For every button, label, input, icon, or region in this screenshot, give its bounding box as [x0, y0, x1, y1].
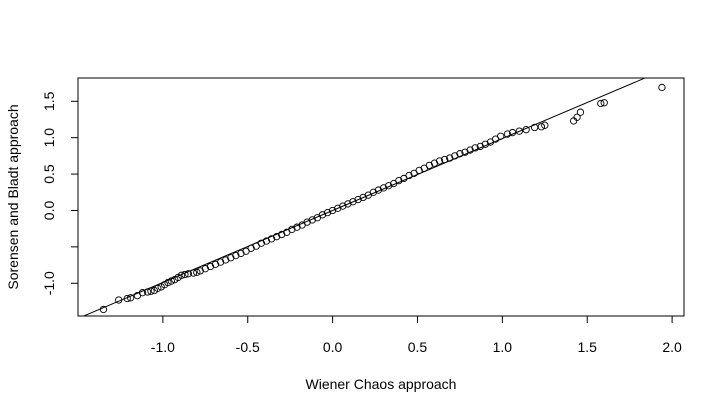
data-point-53: [359, 193, 367, 202]
data-point-50: [344, 200, 352, 208]
data-point-29: [237, 249, 245, 258]
data-point-83: [515, 127, 523, 135]
data-point-20: [193, 268, 201, 276]
x-tick-label-6: 2.0: [662, 339, 682, 355]
x-axis-label: Wiener Chaos approach: [306, 376, 457, 392]
data-point-66: [425, 161, 434, 169]
data-point-52: [354, 195, 362, 204]
y-axis-label: Sorensen and Bladt approach: [5, 104, 21, 289]
data-point-26: [222, 256, 230, 264]
points-layer: [99, 83, 666, 314]
reference-line: [82, 78, 647, 316]
x-tick-label-5: 1.5: [578, 339, 598, 355]
data-point-89: [573, 113, 581, 121]
data-point-90: [576, 108, 585, 116]
data-point-46: [323, 208, 332, 217]
y-tick-label-3: 0.5: [41, 164, 57, 184]
data-point-33: [257, 239, 265, 247]
x-tick-label-3: 0.5: [408, 339, 428, 355]
data-point-12: [164, 278, 172, 287]
data-point-47: [328, 206, 337, 215]
data-point-45: [318, 211, 327, 219]
data-point-48: [334, 204, 342, 212]
y-axis: -1.0 0.0 0.5 1.0 1.5: [41, 91, 78, 295]
data-point-68: [435, 157, 444, 165]
data-point-25: [216, 258, 225, 266]
data-point-7: [147, 287, 155, 295]
data-point-92: [600, 99, 608, 107]
data-point-34: [262, 237, 271, 245]
data-point-74: [466, 146, 474, 154]
data-point-22: [201, 265, 209, 273]
data-point-27: [227, 254, 235, 262]
y-tick-label-4: 1.0: [41, 128, 57, 148]
x-tick-label-1: -0.5: [236, 339, 260, 355]
y-tick-label-5: 1.5: [41, 91, 57, 111]
data-point-81: [503, 130, 512, 138]
data-point-75: [471, 144, 479, 152]
data-point-88: [570, 117, 578, 125]
plot-frame: [77, 77, 685, 317]
data-point-13: [167, 277, 176, 285]
data-point-36: [272, 233, 281, 241]
data-point-51: [349, 198, 357, 206]
data-point-37: [278, 230, 286, 239]
data-point-87: [541, 121, 549, 129]
data-point-67: [430, 159, 439, 167]
data-point-93: [658, 83, 666, 92]
x-tick-label-0: -1.0: [151, 339, 175, 355]
x-tick-label-4: 1.0: [493, 339, 513, 355]
data-point-73: [461, 148, 469, 156]
y-tick-label-0: -1.0: [41, 271, 57, 295]
data-point-23: [206, 262, 215, 271]
data-point-91: [597, 99, 605, 108]
data-point-28: [232, 251, 240, 260]
y-tick-label-2: 0.0: [41, 201, 57, 221]
data-point-35: [267, 235, 276, 243]
data-point-86: [537, 123, 546, 131]
data-point-24: [211, 260, 220, 268]
data-point-49: [339, 202, 347, 210]
data-point-18: [184, 270, 192, 278]
data-point-62: [405, 171, 413, 180]
data-point-16: [177, 271, 186, 279]
x-axis: -1.0 -0.5 0.0 0.5 1.0 1.5 2.0: [151, 316, 682, 355]
data-point-21: [196, 267, 204, 275]
x-tick-label-2: 0.0: [323, 339, 343, 355]
